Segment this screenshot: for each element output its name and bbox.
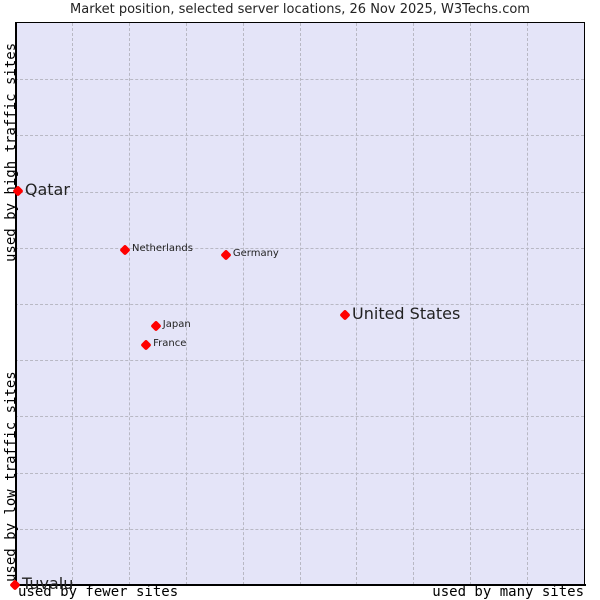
vertical-gridline xyxy=(356,23,358,585)
plot-area xyxy=(15,22,585,585)
data-point-label: Netherlands xyxy=(132,243,193,254)
horizontal-gridline xyxy=(15,416,584,418)
data-point-label: Germany xyxy=(232,248,279,260)
marker-diamond-icon xyxy=(119,244,131,256)
data-point-label: France xyxy=(153,338,187,350)
marker-diamond-icon xyxy=(140,339,152,351)
horizontal-gridline xyxy=(15,360,584,362)
x-axis-label-low: used by fewer sites xyxy=(18,584,179,600)
horizontal-gridline xyxy=(15,472,584,474)
marker-diamond-icon xyxy=(220,249,232,261)
y-axis-line xyxy=(15,22,17,586)
vertical-gridline xyxy=(527,23,529,585)
chart-title: Market position, selected server locatio… xyxy=(70,2,530,17)
data-point-label: Qatar xyxy=(24,179,70,199)
marker-diamond-icon xyxy=(339,309,351,321)
marker-diamond-icon xyxy=(150,320,162,332)
data-point-label: United States xyxy=(352,303,461,323)
x-axis-line xyxy=(15,584,586,586)
horizontal-gridline xyxy=(15,528,584,530)
data-point-label: Tuvalu xyxy=(22,574,74,593)
x-axis-label-high: used by many sites xyxy=(432,584,584,600)
vertical-gridline xyxy=(413,23,415,585)
data-point-label: Japan xyxy=(162,319,191,331)
points-layer: Qatar Netherlands Germany United States Japa… xyxy=(9,22,585,593)
horizontal-gridline xyxy=(15,304,584,305)
vertical-gridline xyxy=(470,23,472,585)
